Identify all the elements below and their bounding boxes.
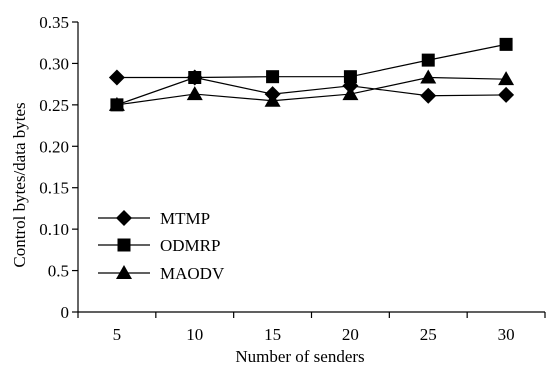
data-point-maodv	[186, 86, 203, 101]
x-tick-label: 15	[264, 325, 281, 344]
series-odmrp	[110, 37, 513, 112]
legend-marker-odmrp	[117, 238, 131, 252]
legend-label-maodv: MAODV	[160, 264, 225, 283]
y-tick-label: 0.5	[48, 262, 69, 281]
legend-item-maodv: MAODV	[98, 264, 225, 283]
data-point-odmrp	[421, 53, 435, 67]
data-point-mtmp	[420, 87, 437, 104]
y-axis-label: Control bytes/data bytes	[10, 102, 29, 267]
y-tick-label: 0.25	[39, 96, 69, 115]
x-tick-label: 5	[113, 325, 122, 344]
y-axis-ticks: 0 0.5 0.10 0.15 0.20 0.25 0.30 0.35	[39, 13, 78, 322]
y-tick-label: 0	[61, 303, 70, 322]
data-point-mtmp	[108, 69, 125, 86]
legend-marker-maodv	[116, 265, 132, 279]
data-point-odmrp	[343, 70, 357, 84]
legend: MTMP ODMRP MAODV	[98, 209, 225, 283]
y-tick-label: 0.35	[39, 13, 69, 32]
series-line-mtmp	[116, 76, 507, 97]
data-point-maodv	[420, 69, 437, 84]
data-point-odmrp	[188, 71, 202, 85]
x-tick-label: 25	[420, 325, 437, 344]
legend-item-mtmp: MTMP	[98, 209, 210, 228]
data-point-maodv	[498, 71, 515, 86]
x-axis-label: Number of senders	[235, 347, 364, 366]
x-tick-label: 30	[498, 325, 515, 344]
series-maodv	[108, 69, 515, 111]
legend-marker-mtmp	[116, 210, 132, 226]
data-point-odmrp	[499, 37, 513, 51]
x-axis-ticks: 5 10 15 20 25 30	[77, 312, 546, 344]
x-tick-label: 20	[342, 325, 359, 344]
x-tick-label: 10	[186, 325, 203, 344]
y-tick-label: 0.15	[39, 179, 69, 198]
data-point-maodv	[342, 86, 359, 101]
data-point-odmrp	[266, 70, 280, 84]
data-point-maodv	[108, 96, 125, 111]
axes	[77, 22, 545, 313]
y-tick-label: 0.10	[39, 220, 69, 239]
legend-item-odmrp: ODMRP	[98, 236, 220, 255]
y-tick-label: 0.30	[39, 54, 69, 73]
series-line-odmrp	[116, 43, 507, 106]
series-group	[108, 37, 515, 112]
series-line-maodv	[116, 76, 507, 106]
legend-label-odmrp: ODMRP	[160, 236, 220, 255]
data-point-mtmp	[498, 86, 515, 103]
legend-label-mtmp: MTMP	[160, 209, 210, 228]
y-tick-label: 0.20	[39, 137, 69, 156]
data-point-maodv	[264, 92, 281, 107]
